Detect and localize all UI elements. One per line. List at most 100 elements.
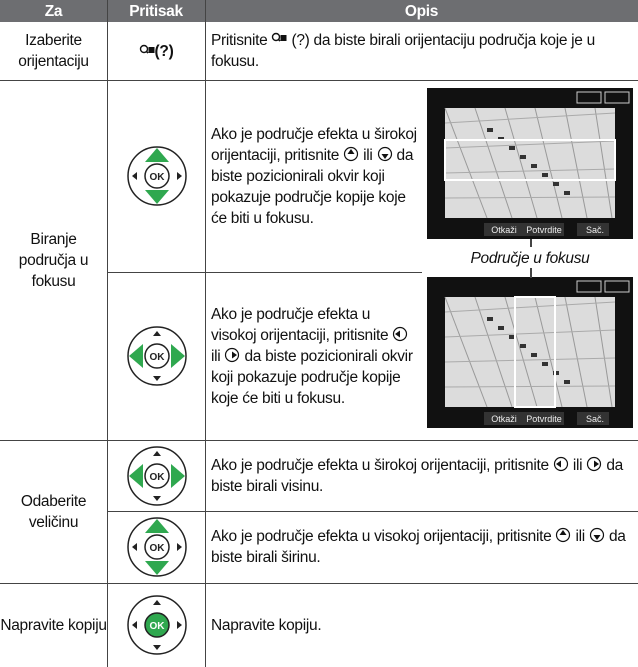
icon-part <box>280 35 287 41</box>
icon-part <box>129 344 143 368</box>
icon-part <box>444 196 616 199</box>
icon-part <box>132 543 137 551</box>
icon-part <box>593 535 601 540</box>
icon-part <box>381 153 389 159</box>
text-segment: ili <box>572 456 583 474</box>
icon-part <box>153 600 161 605</box>
text-segment: Ako je područje efekta u širokoj orijent… <box>211 456 549 474</box>
icon-part <box>577 223 609 236</box>
icon-part <box>509 146 515 150</box>
icon-part <box>444 139 616 181</box>
text-segment: ili <box>575 528 585 545</box>
icon-part <box>132 172 137 180</box>
icon-part <box>504 107 538 219</box>
text-segment: ili <box>211 347 221 365</box>
icon-part <box>514 296 556 408</box>
row-label: Izaberite orijentaciju <box>0 22 107 80</box>
icon-part <box>232 351 238 358</box>
icon-part <box>144 463 170 489</box>
rule <box>205 0 206 667</box>
icon-part <box>153 645 161 650</box>
icon-part <box>145 148 169 162</box>
text-segment: Pritisnite <box>211 32 268 49</box>
description: Napravite kopiju. <box>211 583 635 667</box>
header-cell: Pritisak <box>129 2 183 20</box>
icon-part <box>393 326 408 341</box>
text-segment: ili <box>363 146 373 164</box>
button-label: Otkaži <box>491 225 517 235</box>
icon: Otkaži Potvrdite Sač. <box>427 88 633 239</box>
icon-part <box>145 190 169 204</box>
icon <box>589 527 605 543</box>
icon-part <box>553 456 568 471</box>
icon-part <box>564 380 570 384</box>
icon <box>556 527 571 543</box>
icon-part <box>587 456 602 471</box>
icon-part <box>520 155 526 159</box>
icon-part <box>594 107 613 219</box>
icon-part <box>171 344 185 368</box>
icon: OK <box>127 326 187 386</box>
icon-part <box>445 108 615 218</box>
row-label: Biranje područja u fokusu <box>0 80 107 440</box>
icon-part <box>272 32 281 42</box>
icon-part <box>145 519 169 533</box>
icon-part <box>132 621 137 629</box>
description: Ako je područje efekta u širokoj orijent… <box>211 80 419 272</box>
icon-part <box>444 140 616 149</box>
icon-part <box>144 163 170 189</box>
row-label-text: Izaberite orijentaciju <box>18 32 89 70</box>
icon-part <box>395 330 401 337</box>
icon-part <box>153 331 161 336</box>
rule <box>530 239 532 247</box>
button-label: Sač. <box>586 414 604 424</box>
icon <box>377 146 392 161</box>
button-label: Sač. <box>586 225 604 235</box>
text-segment: da biste birali širinu. <box>211 528 626 566</box>
rule <box>0 583 638 584</box>
button-label: Potvrdite <box>526 225 562 235</box>
header-cell: Za <box>44 2 63 20</box>
icon-part <box>278 38 282 42</box>
rule <box>107 511 638 512</box>
header-cell: Opis <box>205 0 638 22</box>
description-text: Ako je područje efekta u visokoj orijent… <box>211 526 635 568</box>
icon-part <box>144 343 170 369</box>
icon-part <box>144 534 170 560</box>
ok-label: OK <box>150 352 166 363</box>
icon-part <box>145 50 149 54</box>
row-label-text: Odaberite veličinu <box>20 492 87 531</box>
icon-part <box>524 223 564 236</box>
button-label: Otkaži <box>491 414 517 424</box>
icon-part <box>129 464 143 488</box>
button-label: Potvrdite <box>526 414 562 424</box>
icon-part <box>474 107 513 219</box>
icon-part <box>589 527 605 543</box>
icon-part <box>556 527 571 543</box>
text-segment: Ako je područje efekta u visokoj orijent… <box>211 305 389 344</box>
icon <box>272 32 287 42</box>
rule <box>0 80 638 81</box>
icon-part <box>509 335 515 339</box>
header-cell: Za <box>0 0 107 22</box>
icon-part <box>555 460 561 467</box>
icon-part <box>594 460 600 467</box>
icon: OK <box>127 146 187 206</box>
text-segment: Ako je područje efekta u širokoj orijent… <box>211 125 417 164</box>
rule <box>107 272 422 273</box>
icon-part <box>553 182 559 186</box>
header-cell: Pritisak <box>107 0 205 22</box>
icon-part <box>542 173 548 177</box>
icon-part <box>564 107 588 219</box>
icon-part <box>347 148 355 154</box>
icon-part <box>484 412 524 425</box>
description: Ako je područje efekta u visokoj orijent… <box>211 511 635 583</box>
key-cell: (?) <box>107 22 205 80</box>
caption: Područje u fokusu <box>427 246 633 270</box>
description-text: Pritisnite (?) da biste birali orijentac… <box>211 30 635 72</box>
icon-part <box>177 543 182 551</box>
icon-part <box>444 329 616 338</box>
rule <box>107 0 108 667</box>
icon-part <box>559 530 567 535</box>
